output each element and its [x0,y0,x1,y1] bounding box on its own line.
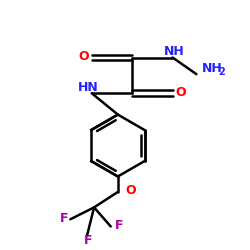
Text: NH: NH [164,45,184,58]
Text: O: O [176,86,186,98]
Text: F: F [60,212,68,224]
Text: HN: HN [78,81,98,94]
Text: O: O [78,50,89,63]
Text: F: F [84,234,92,247]
Text: O: O [126,184,136,197]
Text: NH: NH [202,62,222,76]
Text: F: F [115,219,123,232]
Text: 2: 2 [218,67,225,77]
